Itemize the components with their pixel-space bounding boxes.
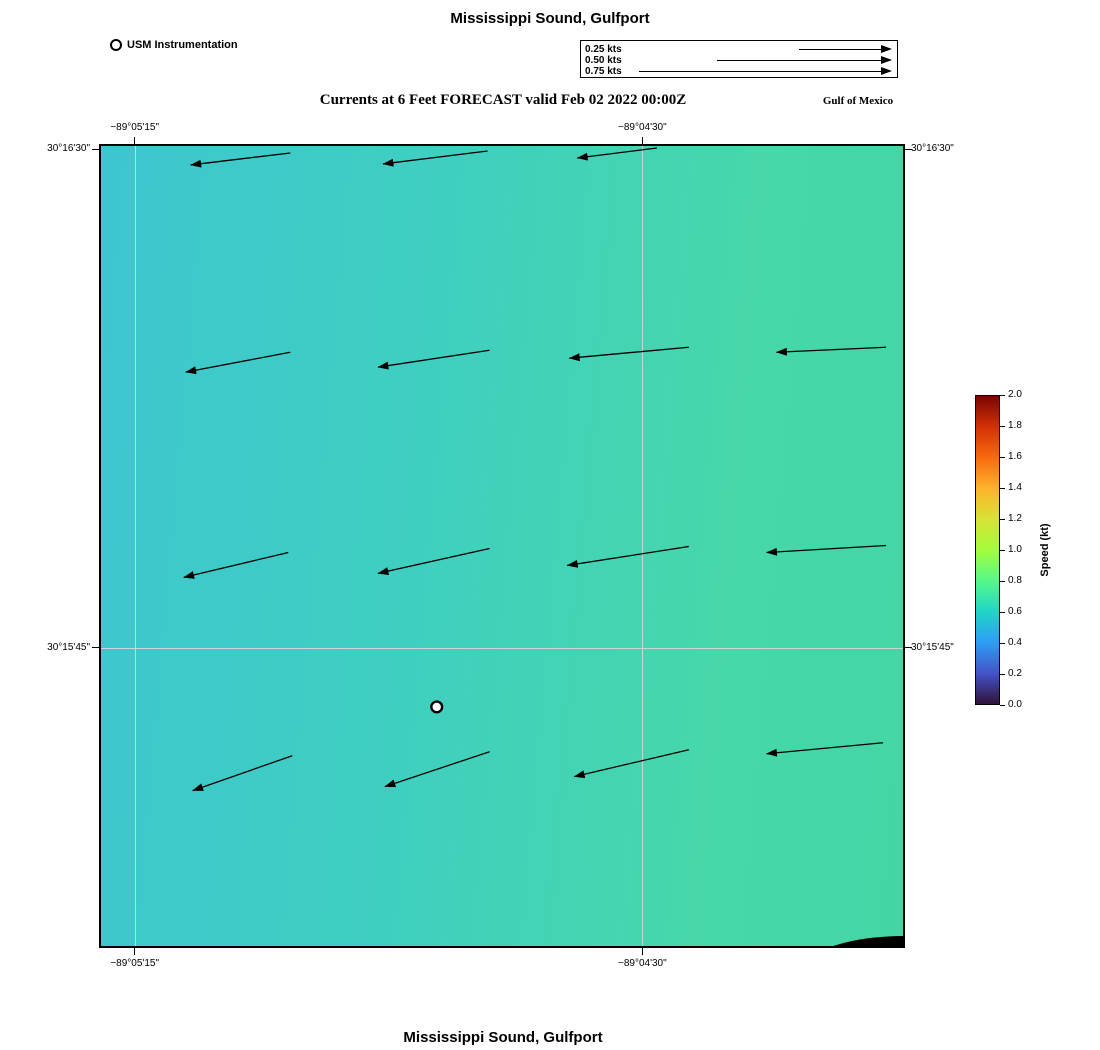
current-vector xyxy=(576,147,658,161)
land-coastline xyxy=(833,936,903,946)
axis-tick xyxy=(134,948,136,955)
colorbar-tick xyxy=(1000,394,1005,396)
axis-label-latitude: 30°15'45" xyxy=(47,641,90,653)
legend-scale-row: 0.75 kts xyxy=(581,66,897,77)
current-vector xyxy=(566,545,689,568)
vector-layer xyxy=(183,147,903,946)
gridline-vertical xyxy=(134,146,136,946)
current-vector xyxy=(377,547,490,576)
instrument-marker-icon xyxy=(110,38,122,51)
scale-arrow-icon xyxy=(639,67,892,75)
current-vector xyxy=(384,751,490,788)
gridline-horizontal xyxy=(101,647,903,649)
axis-tick xyxy=(92,148,99,150)
legend-scale-label: 0.25 kts xyxy=(585,44,622,55)
axis-label-longitude: −89°05'15" xyxy=(110,958,159,969)
axis-tick xyxy=(134,137,136,144)
current-vector xyxy=(185,351,291,375)
axis-tick xyxy=(92,647,99,649)
current-vector xyxy=(382,150,488,167)
instrument-legend: USM Instrumentation xyxy=(110,37,238,52)
axis-label-longitude: −89°05'15" xyxy=(110,122,159,133)
colorbar-tick-label: 1.6 xyxy=(1008,451,1022,462)
current-vector xyxy=(766,544,887,556)
colorbar-tick-label: 0.4 xyxy=(1008,637,1022,648)
colorbar-tick xyxy=(1000,518,1005,520)
legend-scale-label: 0.50 kts xyxy=(585,55,622,66)
region-label: Gulf of Mexico xyxy=(822,95,894,107)
instrument-site-marker xyxy=(430,700,444,714)
axis-label-latitude: 30°16'30" xyxy=(911,143,954,155)
scale-arrow-icon xyxy=(717,56,892,64)
instrument-legend-label: USM Instrumentation xyxy=(127,38,238,51)
colorbar-tick xyxy=(1000,487,1005,489)
colorbar-tick xyxy=(1000,549,1005,551)
gridline-vertical xyxy=(642,146,644,946)
current-vector xyxy=(190,152,291,168)
bottom-title: Mississippi Sound, Gulfport xyxy=(403,1029,603,1046)
colorbar-tick xyxy=(1000,456,1005,458)
colorbar-tick xyxy=(1000,642,1005,644)
colorbar-tick xyxy=(1000,704,1005,706)
colorbar-tick-label: 1.0 xyxy=(1008,544,1022,555)
axis-tick xyxy=(905,148,912,150)
current-vector xyxy=(192,755,293,792)
axis-label-latitude: 30°16'30" xyxy=(47,143,90,155)
colorbar-tick-label: 1.8 xyxy=(1008,420,1022,431)
map-area xyxy=(99,144,905,948)
legend-scale-row: 0.25 kts xyxy=(581,44,897,55)
colorbar-tick xyxy=(1000,611,1005,613)
axis-label-latitude: 30°15'45" xyxy=(911,641,954,653)
current-vector xyxy=(573,749,689,779)
colorbar-tick-label: 0.0 xyxy=(1008,699,1022,710)
axis-tick xyxy=(641,948,643,955)
colorbar-bar xyxy=(975,395,1000,705)
colorbar-tick xyxy=(1000,580,1005,582)
axis-tick xyxy=(641,137,643,144)
subtitle: Currents at 6 Feet FORECAST valid Feb 02… xyxy=(319,92,687,108)
colorbar-tick-label: 0.2 xyxy=(1008,668,1022,679)
scale-arrow-icon xyxy=(799,45,892,53)
colorbar-tick-label: 0.8 xyxy=(1008,575,1022,586)
current-vector xyxy=(183,551,289,579)
colorbar-tick-label: 1.4 xyxy=(1008,482,1022,493)
axis-label-longitude: −89°04'30" xyxy=(618,958,667,969)
colorbar-tick-label: 0.6 xyxy=(1008,606,1022,617)
axis-label-longitude: −89°04'30" xyxy=(618,122,667,133)
axis-tick xyxy=(905,647,912,649)
speed-scale-legend: 0.25 kts 0.50 kts 0.75 kts xyxy=(580,40,898,78)
legend-scale-label: 0.75 kts xyxy=(585,66,622,77)
top-title: Mississippi Sound, Gulfport xyxy=(450,10,650,27)
legend-scale-row: 0.50 kts xyxy=(581,55,897,66)
colorbar-tick xyxy=(1000,673,1005,675)
current-vector xyxy=(775,346,887,356)
colorbar-tick xyxy=(1000,425,1005,427)
colorbar-tick-label: 1.2 xyxy=(1008,513,1022,524)
current-vector xyxy=(766,742,884,757)
current-vector xyxy=(568,346,689,362)
colorbar-tick-label: 2.0 xyxy=(1008,389,1022,400)
current-vector xyxy=(377,349,490,370)
